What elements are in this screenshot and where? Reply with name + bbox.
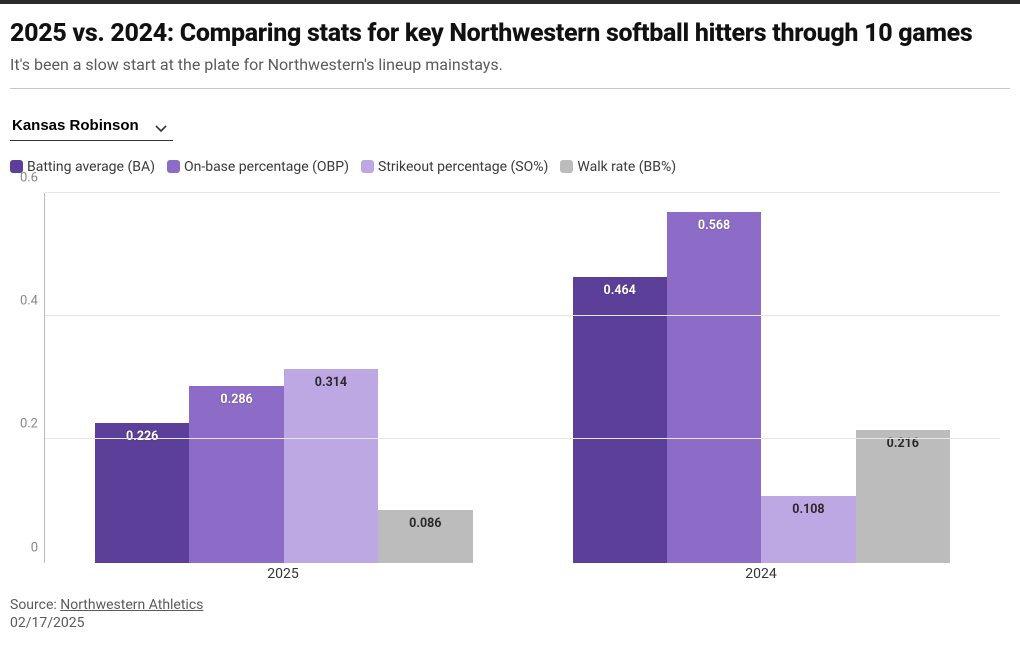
legend-swatch	[167, 160, 180, 173]
y-tick-label: 0.2	[20, 417, 38, 432]
bar-value-label: 0.086	[409, 516, 441, 531]
bar: 0.108	[761, 496, 855, 563]
plot-area: 0.226 0.286 0.314 0.086 0.464 0.568 0.108 0.216	[44, 193, 1000, 563]
bar-group: 0.226 0.286 0.314 0.086	[45, 193, 523, 563]
gridline	[45, 192, 1000, 193]
x-axis-label: 2025	[44, 563, 522, 585]
legend: Batting average (BA) On-base percentage (…	[10, 159, 1010, 175]
page-title: 2025 vs. 2024: Comparing stats for key N…	[10, 20, 1010, 49]
gridline	[45, 315, 1000, 316]
bar: 0.314	[284, 369, 378, 563]
legend-item: Strikeout percentage (SO%)	[361, 159, 548, 175]
y-tick-label: 0.6	[20, 170, 38, 185]
bar-value-label: 0.226	[126, 429, 158, 444]
gridline	[45, 438, 1000, 439]
bar-value-label: 0.314	[315, 375, 347, 390]
bar-group: 0.464 0.568 0.108 0.216	[523, 193, 1001, 563]
page-container: 2025 vs. 2024: Comparing stats for key N…	[0, 4, 1020, 641]
y-tick-label: 0.4	[20, 294, 38, 309]
bar-value-label: 0.108	[792, 502, 824, 517]
x-axis: 20252024	[44, 563, 1000, 585]
bar: 0.226	[95, 423, 189, 562]
source-link[interactable]: Northwestern Athletics	[60, 597, 203, 613]
bar: 0.216	[856, 430, 950, 563]
bar: 0.464	[573, 277, 667, 563]
legend-swatch	[560, 160, 573, 173]
legend-item: On-base percentage (OBP)	[167, 159, 349, 175]
legend-swatch	[361, 160, 374, 173]
bar-value-label: 0.286	[220, 392, 252, 407]
legend-item: Walk rate (BB%)	[560, 159, 676, 175]
source-prefix: Source:	[10, 597, 60, 613]
legend-label: Walk rate (BB%)	[577, 159, 676, 175]
player-select-wrap: Kansas Robinson	[10, 111, 173, 141]
legend-label: Strikeout percentage (SO%)	[378, 159, 548, 175]
bar: 0.086	[378, 510, 472, 563]
legend-label: On-base percentage (OBP)	[184, 159, 349, 175]
bar-value-label: 0.568	[698, 218, 730, 233]
bar-groups: 0.226 0.286 0.314 0.086 0.464 0.568 0.108 0.216	[45, 193, 1000, 563]
bar-value-label: 0.464	[604, 283, 636, 298]
y-tick-label: 0	[31, 540, 38, 555]
x-axis-label: 2024	[522, 563, 1000, 585]
source-line: Source: Northwestern Athletics	[10, 597, 1010, 613]
chart-date: 02/17/2025	[10, 615, 1010, 631]
page-subtitle: It's been a slow start at the plate for …	[10, 55, 1010, 74]
legend-label: Batting average (BA)	[27, 159, 155, 175]
divider	[10, 88, 1010, 89]
y-axis: 00.20.40.6	[10, 193, 42, 563]
chart: 00.20.40.6 0.2260.2860.3140.0860.4640.56…	[10, 193, 1010, 585]
bar: 0.568	[667, 212, 761, 562]
bar: 0.286	[189, 386, 283, 562]
player-select[interactable]: Kansas Robinson	[10, 111, 173, 141]
